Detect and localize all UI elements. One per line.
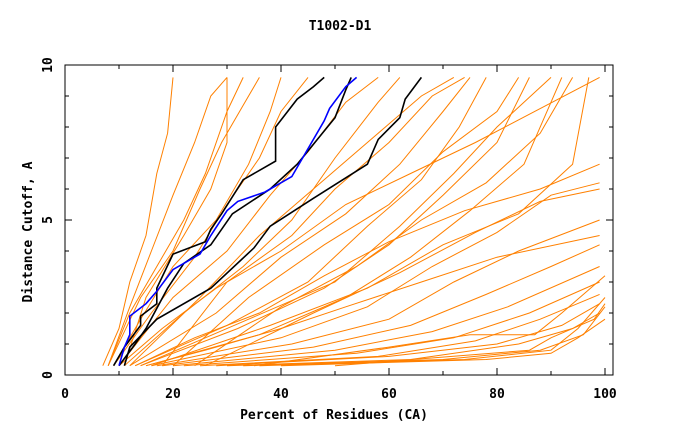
y-tick-label: 5 (41, 216, 56, 224)
axis-ticks (64, 64, 613, 376)
series-line-24 (118, 76, 600, 367)
series-line-26 (123, 77, 228, 366)
x-tick-label: 40 (273, 387, 289, 402)
series-line-22 (145, 235, 600, 367)
series-line-9 (140, 77, 530, 367)
series-line-12 (156, 219, 600, 367)
y-axis-label: Distance Cutoff, A (21, 161, 36, 302)
series-line-16 (199, 293, 600, 367)
x-tick-label: 60 (381, 387, 397, 402)
series-line-25 (113, 77, 282, 366)
series-line-14 (172, 266, 600, 367)
series-line-11 (151, 182, 600, 367)
series-line-34 (107, 77, 228, 366)
x-tick-label: 0 (61, 387, 69, 402)
series-line-31 (161, 76, 465, 367)
series-line-21 (280, 318, 606, 367)
chart-title: T1002-D1 (309, 19, 372, 34)
other-series-group (102, 76, 606, 367)
series-line-20 (259, 297, 606, 367)
series-line-32 (172, 77, 520, 367)
y-tick-label: 10 (41, 57, 56, 73)
series-line-15 (183, 281, 600, 367)
series-line-23 (134, 163, 600, 367)
x-tick-label: 80 (489, 387, 505, 402)
series-line-35 (205, 188, 600, 367)
x-axis-label: Percent of Residues (CA) (240, 408, 428, 423)
highlight-series-group (112, 76, 423, 367)
highlight-line-black-1 (112, 76, 325, 367)
series-line-5 (124, 77, 401, 367)
series-line-17 (216, 303, 600, 367)
series-line-27 (140, 77, 552, 367)
series-line-29 (253, 275, 606, 367)
series-line-18 (226, 312, 600, 367)
series-line-28 (151, 77, 590, 367)
highlight-line-blue (118, 76, 358, 366)
series-line-19 (243, 306, 606, 367)
series-line-4 (118, 77, 379, 367)
y-tick-label: 0 (41, 371, 56, 379)
series-line-6 (129, 76, 455, 367)
series-line-0 (102, 77, 174, 366)
series-line-7 (129, 77, 471, 367)
series-line-8 (134, 77, 487, 367)
y-tick-labels: 0 5 10 (41, 57, 56, 379)
series-line-2 (107, 77, 260, 366)
x-tick-labels: 0 20 40 60 80 100 (61, 387, 617, 402)
series-line-13 (162, 244, 600, 367)
highlight-line-black-3 (123, 76, 423, 366)
x-tick-label: 100 (593, 387, 617, 402)
x-tick-label: 20 (165, 387, 181, 402)
series-line-30 (334, 303, 606, 367)
series-line-33 (194, 77, 574, 367)
